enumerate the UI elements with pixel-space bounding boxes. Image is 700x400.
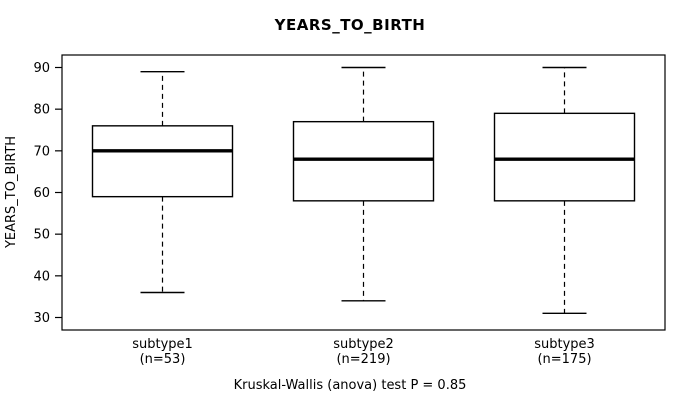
iqr-box (91, 125, 234, 198)
y-tick-label: 80 (33, 103, 50, 118)
chart-title: YEARS_TO_BIRTH (274, 16, 426, 34)
group-label-subtype2: subtype2 (333, 337, 394, 352)
y-tick-label: 40 (33, 269, 50, 284)
iqr-box (493, 112, 636, 202)
boxplot-subtype3 (493, 66, 636, 315)
y-tick-label: 50 (33, 228, 50, 243)
group-label-subtype1: subtype1 (132, 337, 193, 352)
y-tick-label: 70 (33, 144, 50, 159)
box-series (91, 66, 636, 315)
boxplot-subtype2 (292, 66, 435, 302)
y-tick-label: 90 (33, 61, 50, 76)
stat-annotation: Kruskal-Wallis (anova) test P = 0.85 (234, 378, 467, 393)
group-count-subtype3: (n=175) (537, 352, 591, 367)
group-count-subtype1: (n=53) (140, 352, 186, 367)
group-count-subtype2: (n=219) (336, 352, 390, 367)
boxplot-subtype1 (91, 70, 234, 294)
y-tick-label: 30 (33, 311, 50, 326)
y-axis-label: YEARS_TO_BIRTH (4, 136, 19, 249)
group-label-subtype3: subtype3 (534, 337, 595, 352)
y-tick-label: 60 (33, 186, 50, 201)
iqr-box (292, 120, 435, 202)
y-axis-ticks: 30 40 50 60 70 80 90 (33, 61, 62, 326)
x-axis-labels: subtype1(n=53) subtype2(n=219) subtype3(n=… (132, 337, 595, 367)
